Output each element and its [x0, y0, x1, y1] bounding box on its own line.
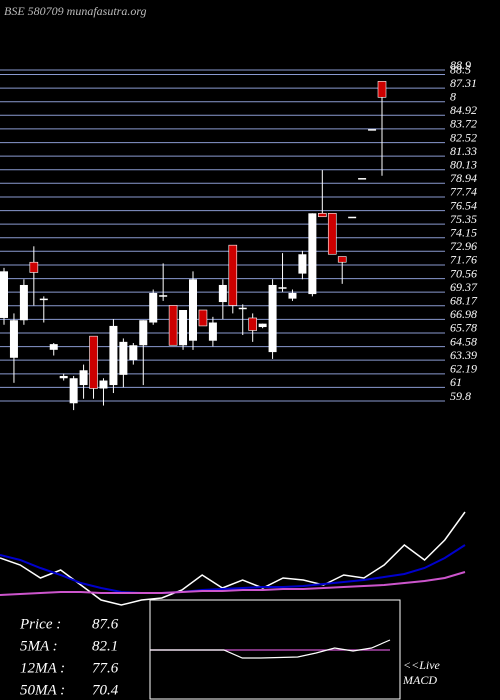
candle-body — [189, 279, 197, 341]
candle-body — [288, 292, 297, 299]
stat-value: 70.4 — [92, 682, 119, 698]
candle-body — [79, 370, 88, 386]
y-tick-label: 75.35 — [450, 212, 477, 226]
candle-body — [119, 341, 128, 375]
y-tick-label: 68.17 — [450, 294, 478, 308]
candle-body — [268, 284, 277, 353]
candle-body — [49, 344, 58, 350]
candle-body — [377, 81, 387, 98]
y-tick-label: 59.8 — [450, 389, 471, 403]
candle-body — [348, 216, 357, 219]
y-tick-label: 62.19 — [450, 362, 477, 376]
candle-body — [337, 256, 347, 263]
y-tick-label: 66.98 — [450, 307, 477, 321]
stat-value: 82.1 — [92, 638, 118, 654]
candle-body — [168, 305, 178, 346]
candle-body — [29, 261, 39, 273]
y-tick-label: 77.74 — [450, 185, 477, 199]
candle-body — [99, 380, 108, 389]
candle-body — [149, 292, 158, 323]
y-tick-label: 88.5 — [450, 62, 471, 76]
macd-label: <<Live — [403, 658, 441, 672]
candle-body — [298, 254, 307, 274]
stat-value: 87.6 — [92, 616, 119, 632]
stat-value: 77.6 — [92, 660, 119, 676]
y-tick-label: 80.13 — [450, 158, 477, 172]
candle-body — [258, 323, 267, 328]
candle-body — [238, 307, 247, 310]
candle-body — [327, 213, 337, 255]
y-tick-label: 76.54 — [450, 198, 477, 212]
candle-body — [139, 320, 148, 346]
y-tick-label: 72.96 — [450, 239, 477, 253]
candle-body — [159, 295, 168, 297]
candle-body — [308, 213, 317, 295]
chart-title: BSE 580709 munafasutra.org — [4, 4, 147, 18]
candle-body — [228, 244, 238, 306]
y-tick-label: 83.72 — [450, 117, 477, 131]
y-tick-label: 65.78 — [450, 321, 477, 335]
candle-body — [198, 309, 208, 327]
y-tick-label: 61 — [450, 375, 462, 389]
candle-body — [278, 287, 287, 289]
candle-body — [179, 310, 188, 346]
macd-line — [150, 639, 391, 659]
candle-body — [0, 271, 8, 318]
y-tick-label: 74.15 — [450, 226, 477, 240]
indicator-line — [0, 544, 466, 594]
candle-body — [208, 322, 217, 341]
y-tick-label: 64.58 — [450, 334, 477, 348]
candle-body — [39, 298, 48, 301]
y-tick-label: 88.9 — [450, 58, 471, 72]
candle-body — [69, 378, 78, 404]
candle-body — [89, 335, 98, 389]
candle-body — [318, 213, 327, 218]
stat-label: 12MA : — [20, 660, 65, 676]
candle-body — [129, 345, 138, 361]
candle-body — [59, 375, 68, 379]
y-tick-label: 87.31 — [450, 76, 477, 90]
stat-label: 50MA : — [20, 682, 65, 698]
candle-body — [358, 178, 367, 180]
y-tick-label: 69.37 — [450, 280, 478, 294]
y-tick-label: 81.33 — [450, 144, 477, 158]
candle-body — [368, 129, 377, 131]
macd-label: MACD — [402, 673, 437, 687]
y-tick-label: 8 — [450, 89, 456, 103]
candle-body — [109, 325, 118, 386]
candle-body — [19, 284, 28, 321]
stat-label: Price : — [19, 616, 61, 632]
candle-body — [248, 317, 257, 331]
y-tick-label: 70.56 — [450, 266, 477, 280]
stat-label: 5MA : — [20, 638, 58, 654]
y-tick-label: 63.39 — [450, 348, 477, 362]
y-tick-label: 82.52 — [450, 130, 477, 144]
indicator-line — [0, 571, 466, 596]
y-tick-label: 71.76 — [450, 253, 477, 267]
y-tick-label: 78.94 — [450, 171, 477, 185]
y-tick-label: 84.92 — [450, 103, 477, 117]
candle-body — [218, 284, 227, 303]
candle-body — [9, 320, 18, 358]
